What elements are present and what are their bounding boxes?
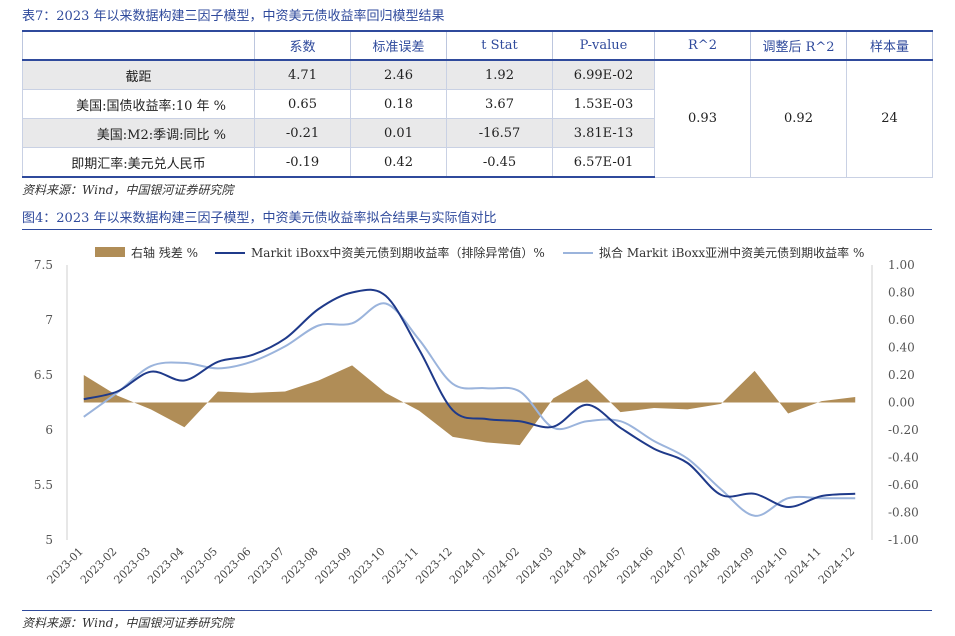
y-left-tick-label: 5.5 <box>34 478 53 492</box>
y-right-tick-label: 0.00 <box>888 396 915 410</box>
table-cell: 3.67 <box>446 89 553 119</box>
table-row: 美国:国债收益率:10 年 % 0.65 0.18 3.67 1.53E-03 <box>22 89 933 119</box>
fitted-yield-line <box>83 302 856 517</box>
y-right-tick-label: -0.80 <box>888 506 919 520</box>
table-header-row: 系数 标准误差 t Stat P-value R^2 调整后 R^2 样本量 <box>22 30 933 61</box>
table-cell: 1.53E-03 <box>552 89 655 119</box>
chart-caption: 图4：2023 年以来数据构建三因子模型，中资美元债收益率拟合结果与实际值对比 <box>22 211 497 226</box>
table-cell: 2.46 <box>350 59 447 90</box>
row-label: 美国:M2:季调:同比 % <box>22 118 255 148</box>
sample-size-value: 24 <box>846 59 933 178</box>
table-caption: 表7：2023 年以来数据构建三因子模型，中资美元债收益率回归模型结果 <box>22 9 445 24</box>
table-cell: 0.01 <box>350 118 447 148</box>
header-cell: t Stat <box>446 30 553 61</box>
y-right-tick-label: 0.20 <box>888 368 915 382</box>
header-cell: P-value <box>552 30 655 61</box>
header-cell: 调整后 R^2 <box>750 30 847 61</box>
plot-area: 5 5.5 6 6.5 7 7.5 -1.00 -0.80 -0.60 -0.40 -0.20 0.0… <box>34 258 919 586</box>
r2-value: 0.93 <box>654 59 751 178</box>
regression-table: 系数 标准误差 t Stat P-value R^2 调整后 R^2 样本量 截… <box>22 30 933 178</box>
legend-residual-swatch <box>95 247 125 257</box>
table-cell: 4.71 <box>254 59 351 90</box>
header-cell <box>22 30 255 61</box>
chart-source-note: 资料来源：Wind，中国银河证券研究院 <box>22 616 234 630</box>
table-cell: -0.21 <box>254 118 351 148</box>
row-label: 截距 <box>22 59 255 90</box>
legend-fitted-label: 拟合 Markit iBoxx亚洲中资美元债到期收益率 % <box>599 245 864 260</box>
table-row: 截距 4.71 2.46 1.92 6.99E-02 0.93 0.92 24 <box>22 59 933 178</box>
header-cell: 标准误差 <box>350 30 447 61</box>
x-tick-label: 2024-12 <box>816 545 858 587</box>
residual-area <box>83 365 856 446</box>
chart-legend: 右轴 残差 % Markit iBoxx中资美元债到期收益率（排除异常值）% 拟… <box>95 245 864 260</box>
header-cell: R^2 <box>654 30 751 61</box>
row-label: 即期汇率:美元兑人民币 <box>22 147 255 178</box>
header-cell: 样本量 <box>846 30 933 61</box>
legend-residual-label: 右轴 残差 % <box>131 245 198 260</box>
y-right-tick-label: -1.00 <box>888 533 919 547</box>
table-cell: 0.42 <box>350 147 447 178</box>
table-cell: 6.99E-02 <box>552 59 655 90</box>
legend-actual-label: Markit iBoxx中资美元债到期收益率（排除异常值）% <box>251 245 545 260</box>
y-left-tick-label: 5 <box>45 533 53 547</box>
y-right-tick-label: 0.40 <box>888 341 915 355</box>
y-right-tick-label: -0.40 <box>888 451 919 465</box>
header-cell: 系数 <box>254 30 351 61</box>
y-left-tick-label: 7 <box>45 313 53 327</box>
y-left-tick-label: 7.5 <box>34 258 53 272</box>
chart-top-rule <box>22 229 932 230</box>
table-source-note: 资料来源：Wind，中国银河证券研究院 <box>22 183 234 197</box>
table-cell: 6.57E-01 <box>552 147 655 178</box>
table-cell: -16.57 <box>446 118 553 148</box>
table-cell: 1.92 <box>446 59 553 90</box>
bottom-rule <box>22 610 932 611</box>
y-right-tick-label: -0.60 <box>888 478 919 492</box>
y-right-tick-label: -0.20 <box>888 423 919 437</box>
chart: 右轴 残差 % Markit iBoxx中资美元债到期收益率（排除异常值）% 拟… <box>34 245 919 586</box>
table-cell: -0.19 <box>254 147 351 178</box>
table-cell: 0.65 <box>254 89 351 119</box>
adj-r2-value: 0.92 <box>750 59 847 178</box>
table-row: 即期汇率:美元兑人民币 -0.19 0.42 -0.45 6.57E-01 <box>22 147 933 178</box>
y-right-tick-label: 1.00 <box>888 258 915 272</box>
table-row: 美国:M2:季调:同比 % -0.21 0.01 -16.57 3.81E-13 <box>22 118 933 148</box>
row-label: 美国:国债收益率:10 年 % <box>22 89 255 119</box>
actual-yield-line <box>83 288 856 509</box>
table-cell: 0.18 <box>350 89 447 119</box>
table-cell: -0.45 <box>446 147 553 178</box>
y-left-tick-label: 6.5 <box>34 368 53 382</box>
table-cell: 3.81E-13 <box>552 118 655 148</box>
y-right-tick-label: 0.80 <box>888 286 915 300</box>
y-right-tick-label: 0.60 <box>888 313 915 327</box>
y-left-tick-label: 6 <box>45 423 53 437</box>
